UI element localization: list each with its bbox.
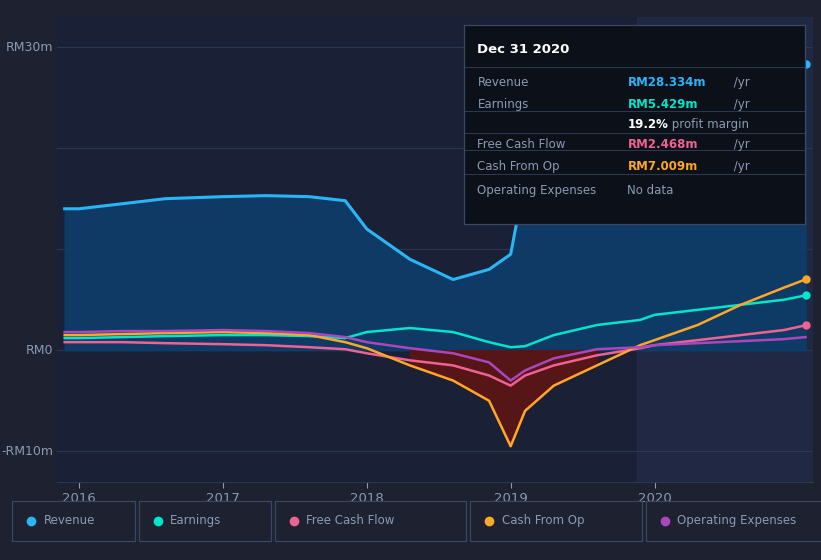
Text: profit margin: profit margin [668,118,750,131]
Text: Revenue: Revenue [478,76,529,90]
Text: 19.2%: 19.2% [627,118,668,131]
Bar [637,17,813,482]
Text: Dec 31 2020: Dec 31 2020 [478,43,570,56]
Text: RM2.468m: RM2.468m [627,138,698,151]
Text: No data: No data [627,184,674,197]
Text: /yr: /yr [730,138,750,151]
Text: /yr: /yr [730,76,750,90]
Text: RM7.009m: RM7.009m [627,160,698,173]
FancyBboxPatch shape [12,501,135,541]
Text: Cash From Op: Cash From Op [502,514,584,528]
Text: RM5.429m: RM5.429m [627,98,698,111]
Text: Free Cash Flow: Free Cash Flow [478,138,566,151]
FancyBboxPatch shape [139,501,271,541]
Text: Free Cash Flow: Free Cash Flow [306,514,395,528]
Text: RM28.334m: RM28.334m [627,76,706,90]
Text: /yr: /yr [730,160,750,173]
Text: Earnings: Earnings [478,98,529,111]
FancyBboxPatch shape [646,501,821,541]
FancyBboxPatch shape [470,501,642,541]
Text: Cash From Op: Cash From Op [478,160,560,173]
Text: RM0: RM0 [26,344,53,357]
Text: Revenue: Revenue [44,514,95,528]
Text: /yr: /yr [730,98,750,111]
Text: -RM10m: -RM10m [2,445,53,458]
Text: Operating Expenses: Operating Expenses [677,514,796,528]
Text: RM30m: RM30m [7,40,53,54]
Text: Operating Expenses: Operating Expenses [478,184,597,197]
FancyBboxPatch shape [275,501,466,541]
Text: Earnings: Earnings [170,514,222,528]
